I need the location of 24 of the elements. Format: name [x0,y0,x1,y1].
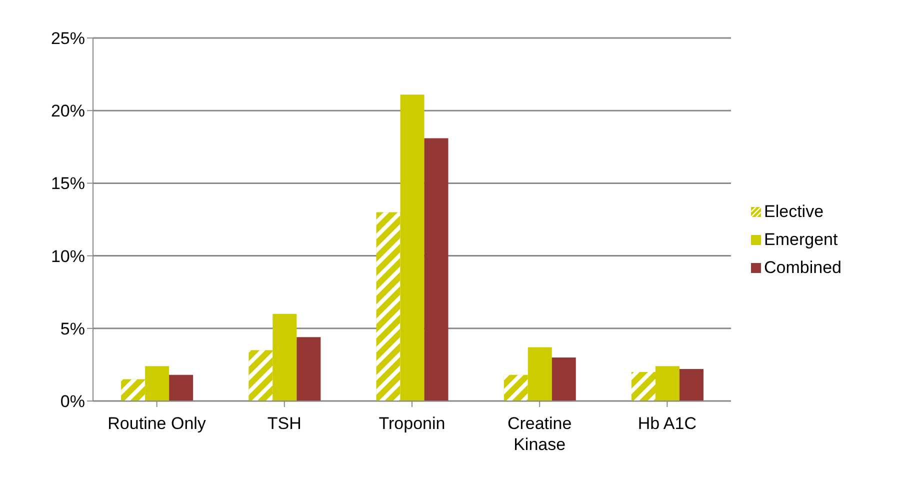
bar [400,94,424,401]
x-tick-label: TSH [267,414,302,433]
x-tick-label: Routine Only [108,414,206,433]
y-tick-label: 0% [60,392,85,412]
y-tick-label: 5% [60,319,85,338]
bar [169,374,194,401]
y-tick-label: 15% [50,174,85,194]
y-tick-label: 10% [50,246,85,266]
bar [424,138,448,401]
bar [272,314,297,401]
y-tick-label: 20% [50,102,85,121]
x-tick-label: Creatine Kinase [507,414,572,454]
bar [655,366,680,401]
bar [296,337,321,401]
bar [552,357,576,401]
legend-label: Elective [764,202,824,222]
bar [145,366,170,401]
x-tick-label: Hb A1C [638,414,696,433]
bar [679,369,704,401]
x-tick-label: Troponin [378,414,446,433]
bar [528,347,552,401]
legend-label: Emergent [764,230,838,250]
y-tick-label: 25% [50,29,85,48]
legend-label: Combined [764,258,842,278]
